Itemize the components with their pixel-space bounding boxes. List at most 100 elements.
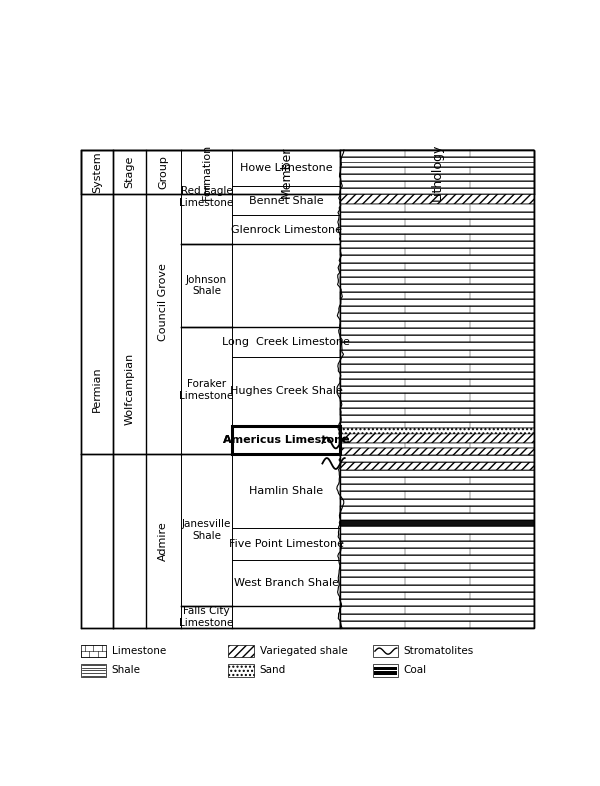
Bar <box>374 671 397 675</box>
Bar <box>340 167 535 174</box>
Bar <box>340 570 535 577</box>
Bar <box>340 150 535 157</box>
Text: West Branch Shale: West Branch Shale <box>233 578 338 588</box>
Text: Lithology: Lithology <box>431 143 444 200</box>
Bar <box>340 285 535 292</box>
Bar <box>340 150 535 628</box>
Bar <box>80 645 106 657</box>
Bar <box>340 527 535 534</box>
Text: Johnson
Shale: Johnson Shale <box>186 275 227 296</box>
Bar <box>340 599 535 606</box>
Bar <box>340 498 535 506</box>
Bar <box>340 233 535 241</box>
Text: Red Eagle
Limestone: Red Eagle Limestone <box>179 186 234 208</box>
Bar <box>340 484 535 491</box>
Bar <box>80 664 106 677</box>
Text: Five Point Limestone: Five Point Limestone <box>229 539 344 549</box>
Bar <box>340 520 535 527</box>
Text: System: System <box>92 151 102 193</box>
Bar <box>340 270 535 277</box>
Bar <box>340 455 535 462</box>
Bar <box>80 150 535 628</box>
Text: Permian: Permian <box>92 366 102 412</box>
Bar <box>340 263 535 270</box>
Bar <box>340 585 535 592</box>
Bar <box>340 157 535 167</box>
Text: Variegated shale: Variegated shale <box>260 646 347 656</box>
Bar <box>340 182 535 188</box>
Text: Shale: Shale <box>112 666 141 675</box>
Bar <box>340 556 535 563</box>
Bar <box>340 357 535 364</box>
Bar <box>340 393 535 401</box>
Text: Foraker
Limestone: Foraker Limestone <box>179 380 234 401</box>
Text: Hamlin Shale: Hamlin Shale <box>249 486 323 496</box>
Bar <box>340 188 535 194</box>
Text: Limestone: Limestone <box>112 646 166 656</box>
Bar <box>373 664 398 677</box>
Text: Stage: Stage <box>124 156 134 189</box>
Bar <box>229 645 254 657</box>
Bar <box>340 422 535 428</box>
Bar <box>374 667 397 670</box>
Bar <box>340 534 535 541</box>
Bar <box>340 469 535 477</box>
Bar <box>340 606 535 614</box>
Text: Wolfcampian: Wolfcampian <box>124 353 134 425</box>
Text: Howe Limestone: Howe Limestone <box>240 163 332 173</box>
Bar <box>340 428 535 435</box>
Bar <box>229 664 254 677</box>
Bar <box>340 343 535 350</box>
Bar <box>232 426 340 454</box>
Text: Americus Limestone: Americus Limestone <box>223 435 349 445</box>
Bar <box>340 415 535 422</box>
Bar <box>340 321 535 328</box>
Bar <box>340 364 535 372</box>
Bar <box>340 621 535 628</box>
Bar <box>340 549 535 556</box>
Bar <box>340 408 535 415</box>
Text: Coal: Coal <box>404 666 427 675</box>
Bar <box>340 314 535 321</box>
Text: Falls City
Limestone: Falls City Limestone <box>179 606 234 628</box>
Bar <box>340 299 535 307</box>
Bar <box>340 462 535 469</box>
Bar <box>340 307 535 314</box>
Bar <box>340 204 535 211</box>
Bar <box>340 219 535 226</box>
Bar <box>340 248 535 255</box>
Bar <box>340 277 535 285</box>
Text: Sand: Sand <box>260 666 286 675</box>
Text: Formation: Formation <box>202 144 212 200</box>
Bar <box>340 477 535 484</box>
Bar <box>340 435 535 443</box>
Bar <box>340 506 535 513</box>
Bar <box>340 379 535 386</box>
Bar <box>80 150 535 194</box>
Bar <box>340 563 535 570</box>
Text: Council Grove: Council Grove <box>158 263 169 341</box>
Bar <box>340 328 535 335</box>
Bar <box>340 255 535 263</box>
Bar <box>340 194 535 204</box>
Bar <box>340 491 535 498</box>
Bar <box>340 541 535 549</box>
Bar <box>373 645 398 657</box>
Bar <box>340 592 535 599</box>
Text: Glenrock Limestone: Glenrock Limestone <box>230 225 341 235</box>
Text: Group: Group <box>158 155 169 189</box>
Bar <box>340 211 535 219</box>
Text: Americus Limestone: Americus Limestone <box>223 435 349 445</box>
Text: Stromatolites: Stromatolites <box>404 646 474 656</box>
Bar <box>340 350 535 357</box>
Text: Janesville
Shale: Janesville Shale <box>182 519 231 541</box>
Text: Admire: Admire <box>158 521 169 561</box>
Bar <box>340 335 535 343</box>
Bar <box>340 513 535 520</box>
Bar <box>340 448 535 455</box>
Bar <box>340 241 535 248</box>
Text: Long  Creek Limestone: Long Creek Limestone <box>222 337 350 347</box>
Bar <box>340 372 535 379</box>
Bar <box>340 614 535 621</box>
Bar <box>340 174 535 182</box>
